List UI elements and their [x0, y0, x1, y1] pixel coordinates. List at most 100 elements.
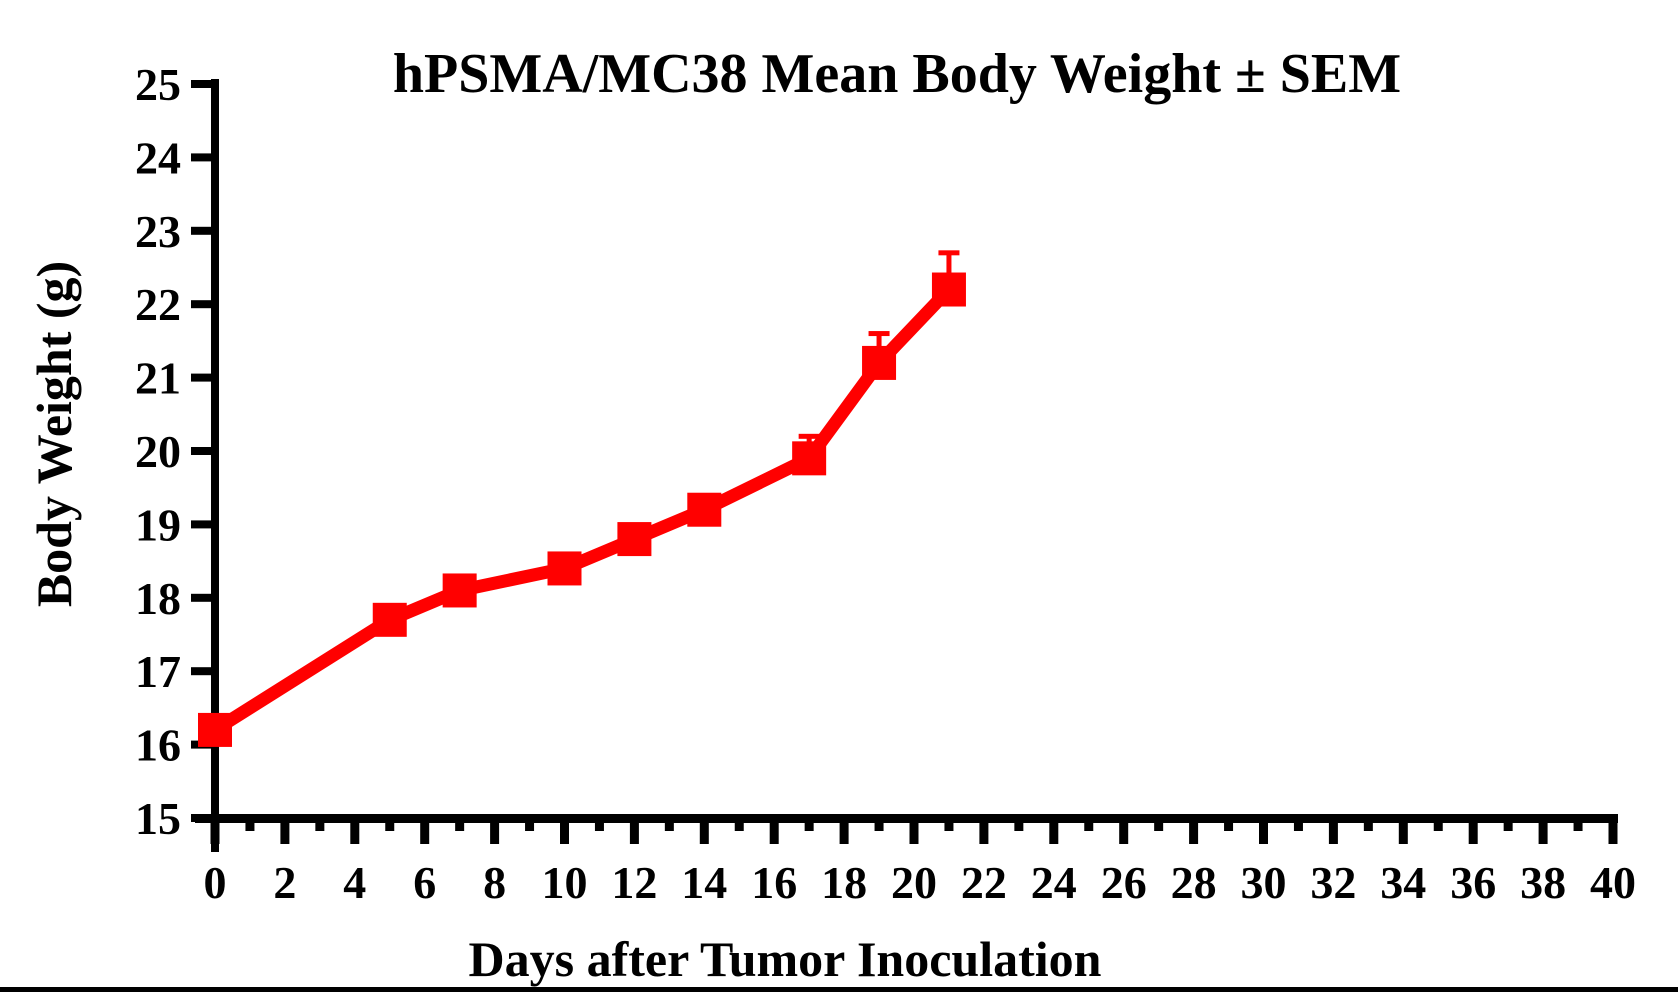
x-tick-label: 6	[413, 857, 436, 908]
x-minor-tick	[1433, 814, 1443, 831]
bottom-border-rule	[0, 987, 1678, 992]
x-major-tick	[699, 814, 709, 844]
error-bar-cap	[798, 433, 820, 439]
x-tick-label: 34	[1380, 857, 1426, 908]
y-tick	[191, 80, 215, 88]
x-axis-line	[195, 814, 1618, 823]
y-tick	[191, 520, 215, 529]
y-tick	[191, 153, 215, 162]
x-minor-tick	[525, 814, 535, 831]
error-bar-cap	[938, 250, 960, 256]
x-axis-title: Days after Tumor Inoculation	[468, 931, 1102, 987]
x-minor-tick	[315, 814, 325, 831]
data-point-day-12	[617, 522, 652, 557]
y-tick-label: 17	[135, 646, 181, 697]
x-tick-label: 38	[1520, 857, 1566, 908]
x-major-tick	[1259, 814, 1268, 844]
x-minor-tick	[664, 814, 674, 831]
x-tick-label: 4	[343, 857, 366, 908]
x-tick-label: 40	[1590, 857, 1636, 908]
x-tick-label: 22	[961, 857, 1007, 908]
x-tick-label: 10	[542, 857, 588, 908]
x-tick-label: 8	[483, 857, 506, 908]
x-major-tick	[909, 814, 919, 844]
y-axis-spine	[211, 79, 219, 852]
data-point-day-21	[931, 272, 966, 307]
series-line	[211, 285, 954, 736]
x-minor-tick	[734, 814, 744, 831]
data-point-day-0	[198, 712, 232, 747]
x-major-tick	[769, 814, 779, 844]
error-bar-cap	[868, 331, 890, 337]
y-tick-label: 19	[135, 499, 181, 550]
x-minor-tick	[1573, 814, 1583, 831]
y-tick-label: 18	[135, 573, 181, 624]
x-major-tick	[280, 814, 290, 844]
y-tick-label: 20	[135, 426, 181, 477]
x-major-tick	[1189, 814, 1199, 844]
x-major-tick	[1468, 814, 1478, 844]
y-ticks: 15 16 17 18 19 20 21 22 23 24 25	[135, 59, 215, 844]
x-tick-label: 28	[1171, 857, 1217, 908]
y-tick-label: 21	[135, 353, 181, 404]
x-minor-tick	[1014, 814, 1024, 831]
y-tick	[191, 373, 215, 382]
data-point-day-14	[687, 492, 722, 527]
x-tick-label: 30	[1241, 857, 1287, 908]
x-minor-tick	[1224, 814, 1234, 831]
x-tick-label: 16	[751, 857, 797, 908]
x-major-tick	[420, 814, 430, 844]
x-minor-tick	[455, 814, 465, 831]
x-minor-tick	[1363, 814, 1373, 831]
x-major-tick	[1398, 814, 1408, 844]
x-ticks: 0 2 4 6 8 10 12 14 16 18 20 22 24 26 28 30 32 34 36 38 40	[204, 814, 1636, 908]
data-point-day-19	[862, 345, 897, 380]
x-tick-label: 36	[1450, 857, 1496, 908]
x-major-tick	[839, 814, 849, 844]
x-minor-tick	[944, 814, 954, 831]
y-tick	[191, 814, 215, 822]
x-tick-label: 18	[821, 857, 867, 908]
x-tick-label: 24	[1031, 857, 1077, 908]
y-tick-label: 15	[135, 793, 181, 844]
data-point-day-17	[792, 441, 827, 476]
data-point-day-10	[547, 551, 582, 586]
x-tick-label: 20	[891, 857, 937, 908]
y-tick	[191, 226, 215, 235]
x-tick-label: 32	[1310, 857, 1356, 908]
x-major-tick	[629, 814, 639, 844]
data-points	[198, 272, 966, 747]
x-minor-tick	[1293, 814, 1303, 831]
y-tick	[191, 447, 215, 455]
y-tick-label: 16	[135, 720, 181, 771]
x-tick-label: 12	[611, 857, 657, 908]
y-tick	[191, 593, 215, 602]
y-tick-label: 23	[135, 206, 181, 257]
x-major-tick	[1049, 814, 1059, 844]
x-minor-tick	[594, 814, 604, 831]
x-minor-tick	[385, 814, 395, 831]
x-major-tick	[1119, 814, 1129, 844]
x-tick-label: 26	[1101, 857, 1147, 908]
x-major-tick	[350, 814, 360, 844]
x-major-tick	[1608, 814, 1618, 844]
x-major-tick	[1538, 814, 1548, 844]
data-point-day-7	[442, 573, 477, 608]
x-tick-label: 2	[273, 857, 296, 908]
x-major-tick	[210, 814, 220, 844]
x-minor-tick	[245, 814, 255, 831]
error-bar-stem	[946, 252, 952, 290]
x-minor-tick	[874, 814, 884, 831]
y-tick	[191, 667, 215, 676]
chart-title: hPSMA/MC38 Mean Body Weight ± SEM	[392, 43, 1402, 105]
x-tick-label: 0	[204, 857, 227, 908]
y-tick-label: 22	[135, 279, 181, 330]
y-tick-label: 24	[135, 132, 181, 183]
x-tick-label: 14	[681, 857, 727, 908]
y-tick	[191, 300, 215, 309]
x-major-tick	[560, 814, 569, 844]
x-major-tick	[979, 814, 989, 844]
